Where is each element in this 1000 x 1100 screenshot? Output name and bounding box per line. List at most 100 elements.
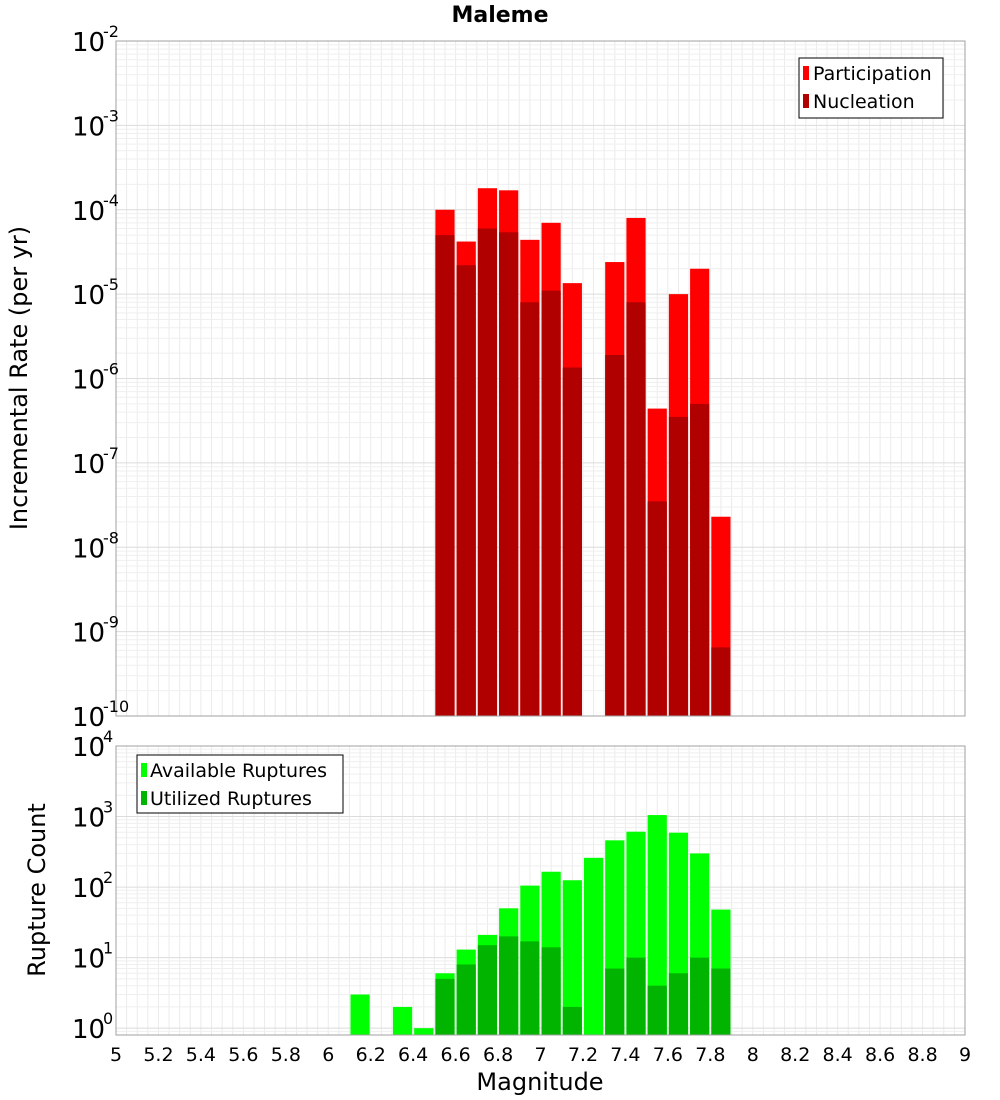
- y-tick-exponent: -9: [103, 613, 119, 632]
- x-tick-label: 7.6: [653, 1044, 683, 1066]
- top-y-tick-label: 10-10: [72, 697, 129, 733]
- bottom-bar-utilized-ruptures: [541, 947, 561, 1035]
- x-tick-labels: 5 5.2 5.4 5.6 5.8 6 6.2 6.4 6.6 6.8 7 7.2 7.4 7.6 7.8 8…: [110, 1044, 971, 1066]
- y-tick-exponent: -2: [103, 22, 119, 41]
- y-tick-exponent: -4: [103, 191, 119, 210]
- top-bar-nucleation: [605, 354, 625, 716]
- bottom-bar-utilized-ruptures: [520, 941, 540, 1035]
- top-bar-nucleation: [541, 290, 561, 716]
- y-tick-exponent: 0: [103, 1009, 113, 1028]
- top-y-tick-label: 10-6: [72, 360, 119, 396]
- top-grid: [115, 40, 966, 717]
- legend-swatch-participation: [803, 66, 809, 80]
- x-tick-label: 7: [534, 1044, 546, 1066]
- y-tick-base: 10: [72, 619, 105, 649]
- legend-swatch-available: [141, 763, 147, 777]
- y-tick-base: 10: [72, 534, 105, 564]
- top-bar-nucleation: [626, 302, 646, 716]
- bottom-y-tick-label: 102: [72, 868, 113, 904]
- y-tick-base: 10: [72, 450, 105, 480]
- top-bar-nucleation: [562, 367, 582, 716]
- bottom-bar-available-ruptures: [562, 880, 582, 1035]
- legend-label-utilized: Utilized Ruptures: [150, 788, 312, 810]
- y-tick-base: 10: [72, 703, 105, 733]
- bottom-y-axis-title: Rupture Count: [23, 803, 51, 977]
- top-bar-nucleation: [711, 647, 731, 716]
- bottom-y-tick-label: 101: [72, 939, 113, 975]
- y-tick-exponent: -6: [103, 360, 119, 379]
- top-bar-nucleation: [668, 416, 689, 716]
- x-tick-label: 8.4: [823, 1044, 853, 1066]
- legend-label-nucleation: Nucleation: [813, 91, 915, 113]
- top-legend-box: [798, 57, 944, 119]
- y-tick-base: 10: [72, 1015, 105, 1045]
- x-tick-label: 8: [747, 1044, 759, 1066]
- x-tick-label: 6.8: [483, 1044, 513, 1066]
- top-bar-nucleation: [477, 228, 498, 716]
- bottom-legend-box: [136, 754, 344, 814]
- bottom-bar-utilized-ruptures: [690, 957, 710, 1035]
- x-axis-title: Magnitude: [476, 1068, 603, 1096]
- bottom-bar-utilized-ruptures: [668, 973, 689, 1035]
- legend-label-available: Available Ruptures: [150, 760, 327, 782]
- top-y-tick-label: 10-5: [72, 275, 119, 311]
- bottom-bar-available-ruptures: [583, 857, 604, 1035]
- bottom-bar-utilized-ruptures: [711, 968, 731, 1035]
- top-y-tick-label: 10-8: [72, 528, 119, 564]
- x-tick-label: 5: [110, 1044, 122, 1066]
- bottom-y-tick-label: 104: [72, 727, 113, 763]
- bottom-bar-utilized-ruptures: [499, 936, 519, 1035]
- y-tick-exponent: -7: [103, 444, 119, 463]
- bottom-y-tick-label: 103: [72, 798, 113, 834]
- legend-swatch-nucleation: [803, 94, 809, 108]
- bottom-plot-border: [115, 745, 966, 1036]
- y-tick-base: 10: [72, 733, 105, 763]
- top-plot-border: [115, 40, 966, 717]
- y-tick-base: 10: [72, 281, 105, 311]
- bottom-bar-available-ruptures: [392, 1006, 413, 1035]
- x-tick-label: 8.6: [865, 1044, 895, 1066]
- top-y-tick-label: 10-3: [72, 106, 119, 142]
- x-tick-label: 6: [322, 1044, 334, 1066]
- top-bar-nucleation: [435, 235, 455, 716]
- x-tick-label: 9: [959, 1044, 971, 1066]
- y-tick-exponent: -8: [103, 528, 119, 547]
- top-bars: [435, 188, 731, 717]
- y-tick-base: 10: [72, 366, 105, 396]
- bottom-bar-utilized-ruptures: [605, 968, 625, 1035]
- y-tick-base: 10: [72, 804, 105, 834]
- bottom-bar-available-ruptures: [414, 1028, 434, 1035]
- bottom-bar-available-ruptures: [647, 815, 667, 1035]
- x-tick-label: 6.2: [356, 1044, 386, 1066]
- bottom-bar-available-ruptures: [350, 994, 370, 1035]
- top-y-axis-title: Incremental Rate (per yr): [5, 226, 33, 530]
- top-y-tick-label: 10-9: [72, 613, 119, 649]
- legend-label-participation: Participation: [813, 63, 932, 85]
- top-bar-nucleation: [690, 403, 710, 716]
- x-tick-label: 7.4: [610, 1044, 640, 1066]
- bottom-legend: Available Ruptures Utilized Ruptures: [136, 754, 344, 814]
- top-bar-nucleation: [499, 232, 519, 716]
- top-bar-nucleation: [647, 501, 667, 716]
- bottom-bar-utilized-ruptures: [647, 985, 667, 1035]
- bottom-bar-utilized-ruptures: [477, 945, 498, 1035]
- top-bar-nucleation: [520, 302, 540, 716]
- bottom-bar-utilized-ruptures: [435, 978, 455, 1035]
- x-tick-label: 7.8: [695, 1044, 725, 1066]
- x-tick-label: 8.2: [780, 1044, 810, 1066]
- bottom-y-tick-label: 100: [72, 1009, 113, 1045]
- top-bar-nucleation: [456, 265, 476, 716]
- y-tick-base: 10: [72, 28, 105, 58]
- y-tick-base: 10: [72, 874, 105, 904]
- x-tick-label: 7.2: [568, 1044, 598, 1066]
- x-tick-label: 6.4: [398, 1044, 428, 1066]
- top-legend: Participation Nucleation: [798, 57, 944, 119]
- x-tick-label: 6.6: [440, 1044, 470, 1066]
- top-y-tick-label: 10-7: [72, 444, 119, 480]
- y-tick-exponent: 1: [103, 939, 113, 958]
- y-tick-base: 10: [72, 112, 105, 142]
